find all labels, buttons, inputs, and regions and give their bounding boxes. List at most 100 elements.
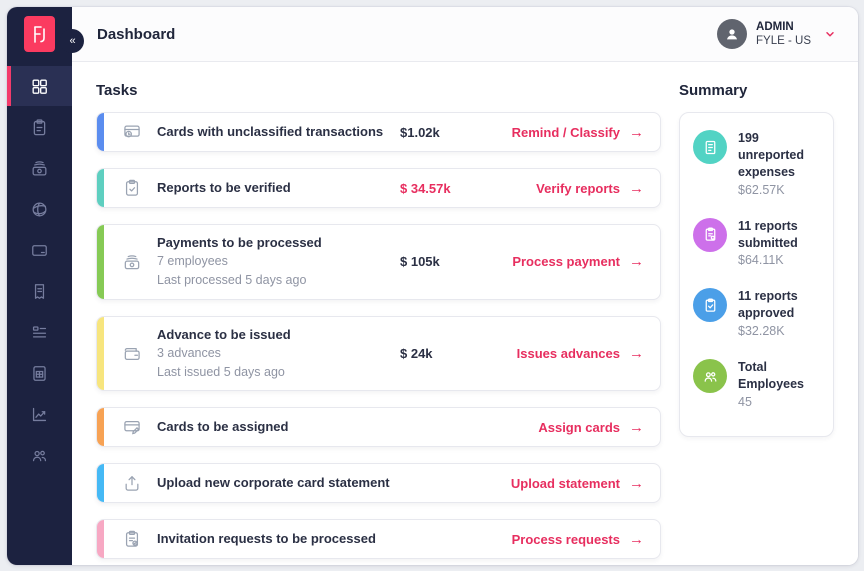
card-clock-icon — [122, 122, 142, 142]
task-title: Payments to be processed — [157, 235, 322, 250]
task-card-unclassified-transactions[interactable]: Cards with unclassified transactions $1.… — [96, 112, 661, 152]
task-subtext: Last issued 5 days ago — [157, 364, 285, 379]
card-accent-bar — [97, 225, 104, 299]
arrow-right-icon: → — [629, 530, 644, 548]
content-area: Dashboard ADMIN FYLE - US — [72, 7, 858, 565]
summary-section: Summary 199 unreported expenses $62.57K — [679, 82, 834, 551]
task-subtext: 7 employees — [157, 254, 228, 269]
receipt-icon — [34, 283, 45, 299]
cash-icon — [122, 252, 142, 272]
clipboard-check-icon — [693, 288, 727, 323]
task-amount: $ 24k — [400, 346, 433, 362]
sidebar-item-team[interactable] — [7, 435, 72, 475]
summary-item-unreported-expenses[interactable]: 199 unreported expenses $62.57K — [693, 130, 821, 197]
fyle-logo[interactable] — [24, 16, 55, 52]
task-title: Reports to be verified — [157, 179, 291, 195]
sidebar-item-corporate-cards[interactable] — [7, 230, 72, 270]
upload-statement-link[interactable]: Upload statement → — [510, 474, 644, 492]
people-icon — [693, 359, 727, 394]
sidebar-item-budgets[interactable] — [7, 353, 72, 393]
upload-icon — [122, 473, 142, 493]
summary-item-value: $62.57K — [738, 182, 785, 197]
arrow-right-icon: → — [629, 179, 644, 197]
sidebar-collapse-button[interactable]: « — [60, 29, 84, 53]
verify-reports-link[interactable]: Verify reports → — [536, 179, 644, 197]
task-title: Invitation requests to be processed — [157, 531, 376, 547]
summary-item-title: 11 reports approved — [738, 289, 798, 321]
issue-advances-link[interactable]: Issues advances → — [516, 345, 644, 363]
sidebar-item-dashboard[interactable] — [7, 66, 72, 106]
process-payment-link[interactable]: Process payment → — [512, 253, 644, 271]
arrow-right-icon: → — [629, 345, 644, 363]
task-card-payments-to-process[interactable]: Payments to be processed 7 employees Las… — [96, 224, 661, 300]
app-window: « — [7, 7, 858, 565]
arrow-right-icon: → — [629, 418, 644, 436]
process-requests-link[interactable]: Process requests → — [511, 530, 644, 548]
line-chart-icon — [32, 407, 47, 421]
task-title: Cards to be assigned — [157, 419, 289, 435]
task-amount: $ 34.57k — [400, 180, 451, 196]
sidebar-item-receipts[interactable] — [7, 271, 72, 311]
summary-item-title: 199 unreported expenses — [738, 131, 804, 179]
fyle-logo-glyph — [33, 26, 45, 43]
task-card-upload-statement[interactable]: Upload new corporate card statement Uplo… — [96, 463, 661, 504]
tasks-heading: Tasks — [96, 82, 138, 99]
clipboard-icon — [33, 118, 46, 135]
user-menu[interactable]: ADMIN FYLE - US — [717, 19, 836, 49]
summary-item-total-employees[interactable]: Total Employees 45 — [693, 359, 821, 409]
summary-item-reports-approved[interactable]: 11 reports approved $32.28K — [693, 288, 821, 338]
task-card-cards-to-assign[interactable]: Cards to be assigned Assign cards → — [96, 407, 661, 448]
globe-icon — [32, 202, 47, 216]
task-title: Advance to be issued — [157, 326, 291, 342]
arrow-right-icon: → — [629, 123, 644, 141]
arrow-right-icon: → — [629, 253, 644, 271]
user-org: FYLE - US — [756, 35, 811, 47]
remind-classify-link[interactable]: Remind / Classify → — [511, 123, 644, 141]
arrow-right-icon: → — [629, 474, 644, 492]
task-card-advance-to-issue[interactable]: Advance to be issued 3 advances Last iss… — [96, 315, 661, 392]
dashboard-grid-icon — [32, 78, 47, 94]
task-title: Cards with unclassified transactions — [157, 123, 384, 139]
page-title: Dashboard — [97, 25, 176, 43]
summary-heading: Summary — [679, 82, 748, 99]
summary-card: 199 unreported expenses $62.57K 11 repor… — [679, 112, 834, 437]
chevron-down-icon[interactable] — [824, 28, 836, 40]
avatar — [717, 19, 748, 49]
task-amount: $ 105k — [400, 254, 440, 270]
card-accent-bar — [97, 408, 104, 447]
tasks-section: Tasks Cards with unclassified transactio… — [96, 82, 661, 560]
task-subtext: 3 advances — [157, 345, 221, 360]
task-card-invitation-requests[interactable]: Invitation requests to be processed Proc… — [96, 519, 661, 560]
clipboard-person-icon — [122, 529, 142, 549]
task-title: Upload new corporate card statement — [157, 475, 390, 491]
task-subtext: Last processed 5 days ago — [157, 272, 307, 287]
card-accent-bar — [97, 464, 104, 503]
receipt-icon — [693, 130, 727, 164]
summary-item-value: $32.28K — [738, 324, 785, 339]
summary-item-title: 11 reports submitted — [738, 218, 798, 250]
people-icon — [32, 450, 47, 461]
card-accent-bar — [97, 316, 104, 391]
sidebar-item-payments[interactable] — [7, 148, 72, 188]
list-rows-icon — [32, 325, 47, 337]
card-accent-bar — [97, 169, 104, 207]
sidebar-item-trips[interactable] — [7, 189, 72, 229]
sidebar: « — [7, 7, 84, 565]
task-amount: $1.02k — [400, 124, 440, 140]
topbar: Dashboard ADMIN FYLE - US — [72, 7, 858, 62]
sidebar-item-expenses[interactable] — [7, 107, 72, 147]
summary-item-title: Total Employees — [738, 360, 805, 391]
main: Tasks Cards with unclassified transactio… — [72, 62, 858, 565]
summary-item-value: $64.11K — [738, 253, 784, 268]
task-card-reports-to-verify[interactable]: Reports to be verified $ 34.57k Verify r… — [96, 168, 661, 208]
summary-item-reports-submitted[interactable]: 11 reports submitted $64.11K — [693, 217, 821, 268]
summary-item-value: 45 — [738, 394, 752, 409]
assign-cards-link[interactable]: Assign cards → — [538, 418, 644, 436]
card-accent-bar — [97, 113, 104, 151]
wallet-icon — [122, 344, 142, 364]
document-table-icon — [33, 365, 46, 381]
sidebar-item-analytics[interactable] — [7, 394, 72, 434]
credit-card-icon — [32, 244, 47, 256]
cash-icon — [32, 160, 47, 175]
sidebar-item-policies[interactable] — [7, 312, 72, 352]
